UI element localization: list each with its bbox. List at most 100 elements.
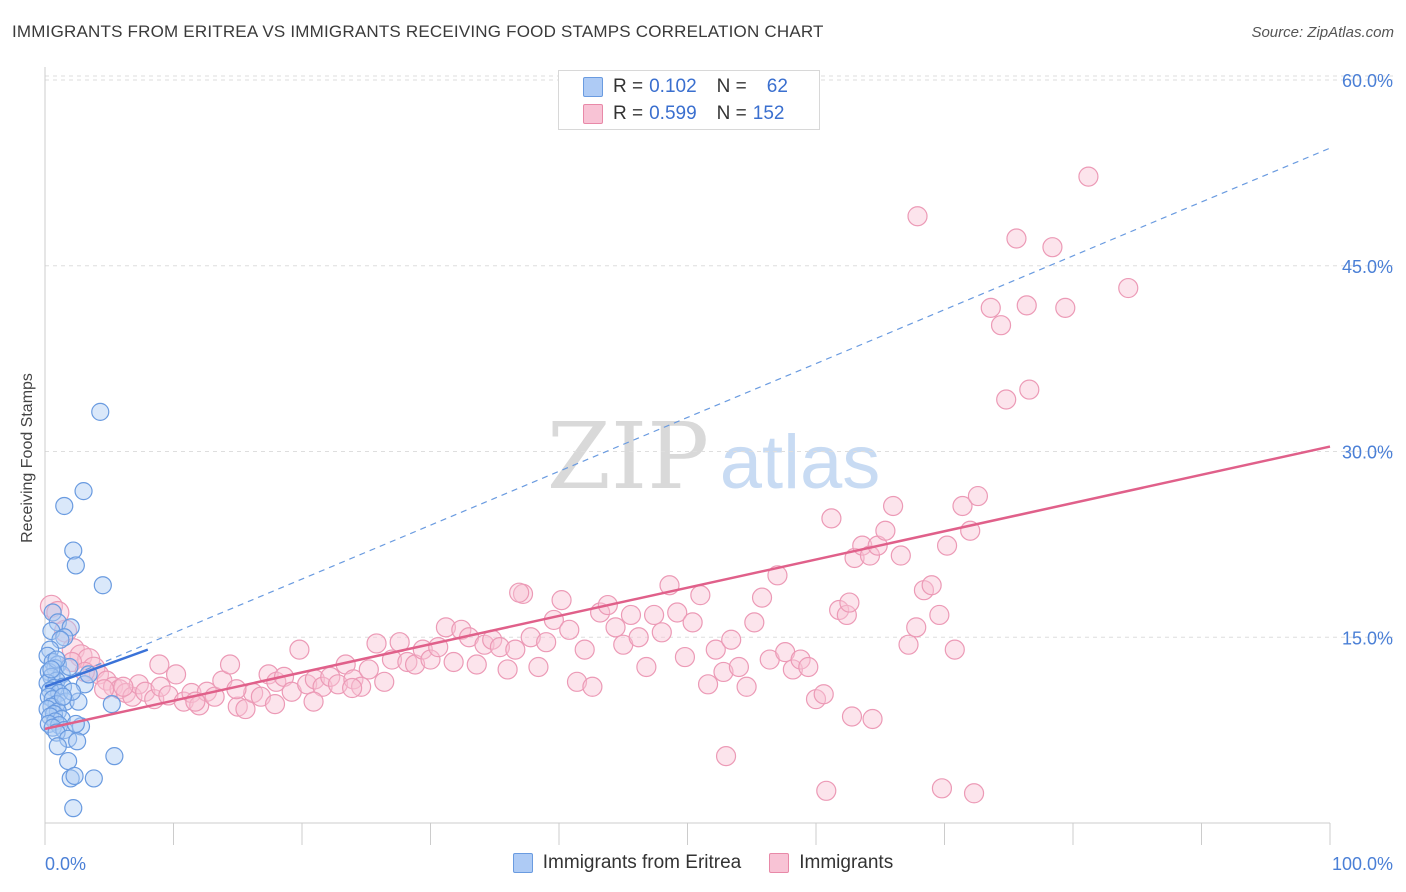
data-point-immigrants <box>574 639 595 660</box>
legend-n-label: N = <box>716 103 747 124</box>
data-point-immigrants <box>862 708 883 730</box>
data-point-immigrants <box>682 612 703 633</box>
data-point-immigrants <box>841 706 863 727</box>
data-point-immigrants <box>636 656 657 678</box>
data-point-immigrants <box>990 315 1012 336</box>
data-point-eritrea <box>48 737 67 756</box>
data-point-immigrants <box>952 495 973 517</box>
data-point-immigrants <box>936 535 958 556</box>
data-point-immigrants <box>643 604 665 626</box>
data-point-immigrants <box>358 659 379 680</box>
legend-item-immigrants[interactable]: Immigrants <box>769 852 893 874</box>
data-point-immigrants <box>1055 297 1076 318</box>
data-point-eritrea <box>64 541 83 560</box>
x-tick-label-min: 0.0% <box>45 854 86 874</box>
data-point-immigrants <box>150 676 171 697</box>
data-point-immigrants <box>798 656 819 678</box>
legend-label-eritrea: Immigrants from Eritrea <box>542 852 742 873</box>
data-point-immigrants <box>839 592 860 613</box>
data-point-immigrants <box>566 671 588 692</box>
data-point-immigrants <box>728 656 750 678</box>
data-point-immigrants <box>628 627 649 648</box>
legend-r-value: 0.102 <box>649 76 697 97</box>
data-point-immigrants <box>836 604 857 626</box>
data-point-immigrants <box>898 634 919 655</box>
data-point-immigrants <box>289 639 310 660</box>
data-point-immigrants <box>366 633 387 654</box>
data-point-eritrea <box>47 650 66 669</box>
data-point-immigrants <box>929 604 950 626</box>
legend-item-eritrea[interactable]: Immigrants from Eritrea <box>512 852 742 874</box>
data-point-immigrants <box>906 617 927 638</box>
data-point-immigrants <box>620 604 642 626</box>
data-point-immigrants <box>996 389 1017 410</box>
data-point-immigrants <box>705 639 726 660</box>
legend-r-label: R = <box>613 76 644 97</box>
data-point-immigrants <box>520 627 541 648</box>
data-point-eritrea <box>102 695 121 714</box>
data-point-immigrants <box>342 677 363 699</box>
data-point-immigrants <box>113 676 134 697</box>
data-point-eritrea <box>66 556 85 575</box>
data-point-immigrants <box>790 649 811 670</box>
data-point-immigrants <box>374 671 395 692</box>
data-point-eritrea <box>84 769 103 788</box>
data-point-immigrants <box>667 602 688 623</box>
y-tick-label: 45.0% <box>1342 257 1393 277</box>
trend-line-eritrea <box>44 648 149 688</box>
data-point-immigrants <box>536 632 557 653</box>
data-point-immigrants <box>509 582 530 603</box>
data-point-immigrants <box>715 746 737 767</box>
trend-line-eritrea-extended <box>44 147 1331 688</box>
data-point-immigrants <box>435 617 457 638</box>
legend-r-label: R = <box>613 103 644 124</box>
data-point-immigrants <box>944 639 965 660</box>
data-point-eritrea <box>74 482 93 501</box>
data-point-immigrants <box>875 520 896 541</box>
data-point-immigrants <box>528 656 549 678</box>
data-point-immigrants <box>559 619 580 640</box>
data-point-immigrants <box>651 622 672 643</box>
trend-line-immigrants <box>44 445 1331 731</box>
data-point-immigrants <box>980 297 1001 318</box>
data-point-immigrants <box>605 617 626 638</box>
data-point-immigrants <box>816 780 837 801</box>
data-point-immigrants <box>165 664 187 685</box>
data-point-immigrants <box>721 629 742 650</box>
data-point-immigrants <box>451 619 472 640</box>
data-point-eritrea <box>93 576 112 595</box>
data-point-immigrants <box>931 778 953 799</box>
data-point-eritrea <box>91 402 110 421</box>
data-point-immigrants <box>1006 228 1027 249</box>
eritrea-points <box>38 402 124 818</box>
data-point-immigrants <box>582 676 603 697</box>
data-point-immigrants <box>744 612 765 633</box>
trend-lines <box>44 147 1331 731</box>
data-point-immigrants <box>882 495 904 517</box>
source-credit: Source: ZipAtlas.com <box>1251 24 1394 41</box>
data-point-immigrants <box>674 646 696 668</box>
legend-n-value: 62 <box>766 76 788 97</box>
axes <box>44 67 1331 845</box>
legend-r-value: 0.599 <box>649 103 697 124</box>
legend-n-value: 152 <box>752 103 785 124</box>
data-point-immigrants <box>497 659 518 680</box>
data-point-eritrea <box>68 732 87 751</box>
data-point-eritrea <box>53 687 73 706</box>
data-point-immigrants <box>1019 379 1040 400</box>
legend-label-immigrants: Immigrants <box>799 852 894 873</box>
legend-swatch-immigrants <box>769 853 790 873</box>
data-point-immigrants <box>890 545 911 566</box>
data-point-immigrants <box>303 691 324 712</box>
y-tick-label: 30.0% <box>1342 443 1393 463</box>
data-point-immigrants <box>1042 237 1063 258</box>
x-tick-label-max: 100.0% <box>1332 854 1393 874</box>
data-point-immigrants <box>697 674 719 695</box>
legend-row-immigrants: R = 0.599 N = 152 <box>583 102 784 126</box>
data-point-eritrea <box>64 799 83 818</box>
data-point-immigrants <box>751 587 773 608</box>
data-point-immigrants <box>821 508 842 529</box>
data-point-immigrants <box>149 654 170 675</box>
data-point-immigrants <box>813 684 834 705</box>
